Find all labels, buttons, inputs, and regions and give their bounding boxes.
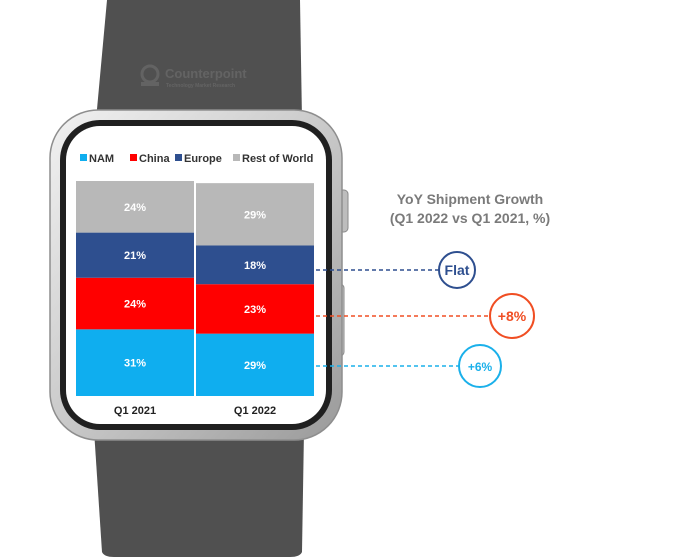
- legend-label-europe: Europe: [184, 153, 222, 165]
- legend-label-china: China: [139, 153, 170, 165]
- annotation-title-line1: YoY Shipment Growth: [397, 191, 544, 207]
- counterpoint-logo: Counterpoint Technology Market Research: [140, 64, 247, 89]
- bar-china-q1-2021: [76, 277, 194, 330]
- watermark-brand: Counterpoint: [165, 66, 247, 81]
- data-label-rest-of-world-q1-2021: 24%: [124, 202, 146, 214]
- category-label-q1-2022: Q1 2022: [234, 405, 276, 417]
- legend-swatch-nam: [80, 154, 87, 161]
- bar-nam-q1-2021: [76, 329, 194, 396]
- legend: NAM China Europe Rest of World: [80, 153, 313, 165]
- legend-label-rest-of-world: Rest of World: [242, 153, 313, 165]
- bar-rest-of-world-q1-2021: [76, 181, 194, 233]
- bar-europe-q1-2021: [76, 232, 194, 278]
- data-label-nam-q1-2021: 31%: [124, 358, 146, 370]
- category-label-q1-2021: Q1 2021: [114, 405, 156, 417]
- data-label-europe-q1-2022: 18%: [244, 260, 266, 272]
- watch-band-top: [96, 0, 302, 120]
- growth-circle-europe: [438, 251, 476, 289]
- growth-circle-china: [489, 293, 535, 339]
- growth-circle-nam: [458, 344, 502, 388]
- legend-swatch-china: [130, 154, 137, 161]
- watermark-tagline: Technology Market Research: [166, 83, 235, 89]
- growth-label-europe: Flat: [445, 262, 470, 278]
- growth-annotations: Flat +8% +6%: [316, 251, 535, 388]
- data-label-nam-q1-2022: 29%: [244, 360, 266, 372]
- legend-swatch-europe: [175, 154, 182, 161]
- stacked-bars: 31% 24% 21% 24% 29% 23% 18% 29%: [76, 181, 314, 396]
- bar-europe-q1-2022: [196, 245, 314, 285]
- data-label-europe-q1-2021: 21%: [124, 250, 146, 262]
- legend-label-nam: NAM: [89, 153, 114, 165]
- legend-swatch-rest-of-world: [233, 154, 240, 161]
- category-labels: Q1 2021 Q1 2022: [114, 405, 276, 417]
- data-label-china-q1-2022: 23%: [244, 304, 266, 316]
- bar-china-q1-2022: [196, 284, 314, 334]
- annotation-title-line2: (Q1 2022 vs Q1 2021, %): [390, 210, 550, 226]
- watch-band-bottom: [94, 430, 304, 557]
- data-label-china-q1-2021: 24%: [124, 299, 146, 311]
- data-label-rest-of-world-q1-2022: 29%: [244, 209, 266, 221]
- growth-label-nam: +6%: [468, 360, 493, 374]
- bar-rest-of-world-q1-2022: [196, 183, 314, 246]
- bar-nam-q1-2022: [196, 333, 314, 396]
- growth-label-china: +8%: [498, 308, 527, 324]
